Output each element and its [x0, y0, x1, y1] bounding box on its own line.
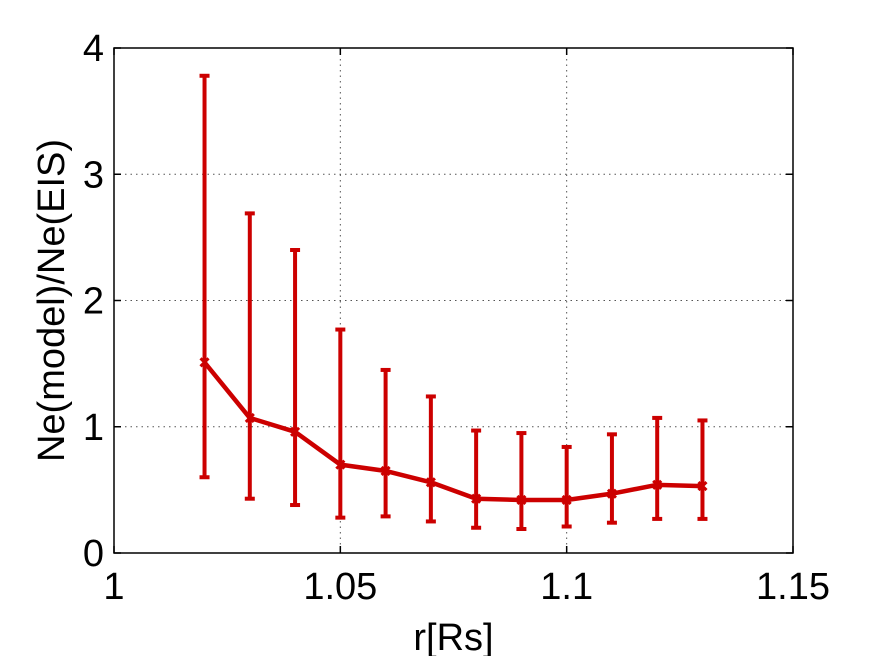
point-marker-stroke — [290, 426, 301, 437]
point-marker-stroke — [335, 459, 346, 470]
error-bar — [697, 418, 708, 521]
plot-frame — [113, 47, 794, 554]
data-point — [697, 481, 708, 492]
point-marker-stroke — [244, 412, 255, 423]
series-layer — [199, 73, 708, 532]
x-tick-label: 1.15 — [756, 566, 830, 608]
data-point — [199, 357, 210, 368]
point-marker-stroke — [606, 488, 617, 499]
data-point — [335, 459, 346, 470]
error-bar — [516, 431, 527, 532]
error-bar — [471, 428, 482, 530]
data-point — [561, 494, 572, 506]
point-marker-stroke — [697, 481, 708, 492]
error-bar — [290, 248, 301, 508]
data-point — [425, 477, 436, 488]
axis-ticks — [113, 47, 794, 554]
error-bar — [244, 211, 255, 501]
grid-lines — [114, 48, 793, 553]
data-point — [652, 479, 663, 490]
y-tick-label: 1 — [83, 407, 104, 449]
point-marker-stroke — [516, 494, 527, 506]
point-marker-stroke — [199, 357, 210, 368]
error-bar — [652, 415, 663, 521]
error-bar — [561, 444, 572, 529]
point-marker-stroke — [652, 479, 663, 490]
point-marker-stroke — [425, 477, 436, 488]
series-line — [202, 360, 703, 503]
x-tick-label: 1.1 — [540, 566, 593, 608]
point-marker-stroke — [561, 494, 572, 506]
error-bar — [380, 367, 391, 519]
y-tick-label: 4 — [83, 28, 104, 70]
series-0 — [199, 73, 708, 532]
data-point — [471, 493, 482, 504]
y-tick-label: 3 — [83, 154, 104, 196]
error-bar — [335, 327, 346, 520]
point-marker-stroke — [380, 465, 391, 476]
x-axis-label: r[Rs] — [413, 617, 493, 656]
error-bar — [606, 432, 617, 525]
data-point — [244, 412, 255, 423]
error-bar — [425, 394, 436, 524]
x-tick-label: 1.05 — [303, 566, 377, 608]
data-point — [516, 494, 527, 506]
data-point — [290, 426, 301, 437]
y-tick-label: 2 — [83, 281, 104, 323]
data-point — [606, 488, 617, 499]
point-marker-stroke — [471, 493, 482, 504]
error-bar — [199, 73, 210, 480]
y-tick-label: 0 — [83, 533, 104, 575]
x-tick-label: 1 — [103, 566, 124, 608]
y-axis-label: Ne(model)/Ne(EIS) — [31, 139, 73, 462]
data-point — [380, 465, 391, 476]
